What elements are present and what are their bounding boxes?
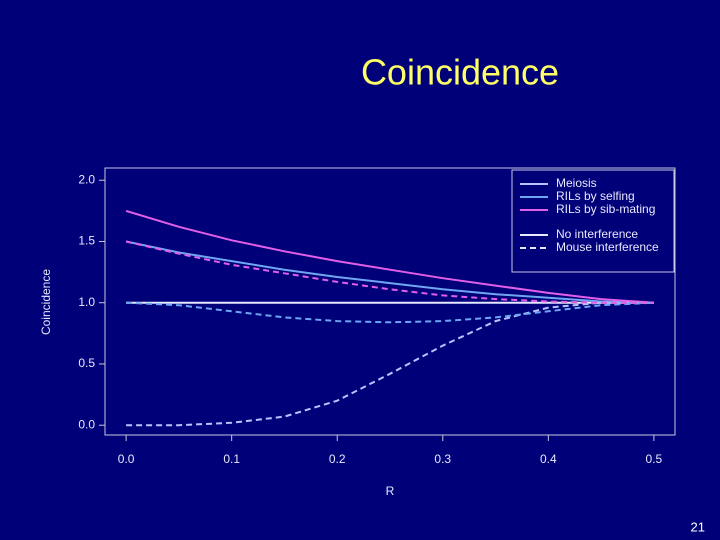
data-line: [125, 240, 654, 304]
legend-label: RILs by sib-mating: [556, 202, 655, 216]
x-tick-label: 0.2: [329, 452, 346, 466]
x-tick-label: 0.3: [434, 452, 451, 466]
y-tick-label: 2.0: [78, 172, 95, 186]
page-number: 21: [691, 519, 705, 534]
y-tick-label: 0.0: [78, 417, 95, 431]
y-axis-label: Coincidence: [39, 269, 53, 335]
legend-label: No interference: [556, 227, 638, 241]
data-line: [125, 240, 654, 304]
x-tick-label: 0.4: [540, 452, 557, 466]
plot-frame: [104, 167, 676, 436]
data-line: [126, 301, 654, 324]
data-line: [126, 301, 654, 427]
data-line: [125, 209, 654, 304]
x-axis-label: R: [386, 484, 395, 498]
legend-label: Meiosis: [556, 176, 597, 190]
x-tick-label: 0.1: [223, 452, 240, 466]
y-tick-label: 0.5: [78, 356, 95, 370]
x-tick-label: 0.5: [646, 452, 663, 466]
legend-label: Mouse interference: [556, 240, 659, 254]
y-tick-label: 1.5: [78, 234, 95, 248]
legend-label: RILs by selfing: [556, 189, 635, 203]
legend-box: [511, 169, 675, 273]
x-tick-label: 0.0: [118, 452, 135, 466]
slide-title: Coincidence: [361, 52, 559, 93]
y-tick-label: 1.0: [78, 295, 95, 309]
